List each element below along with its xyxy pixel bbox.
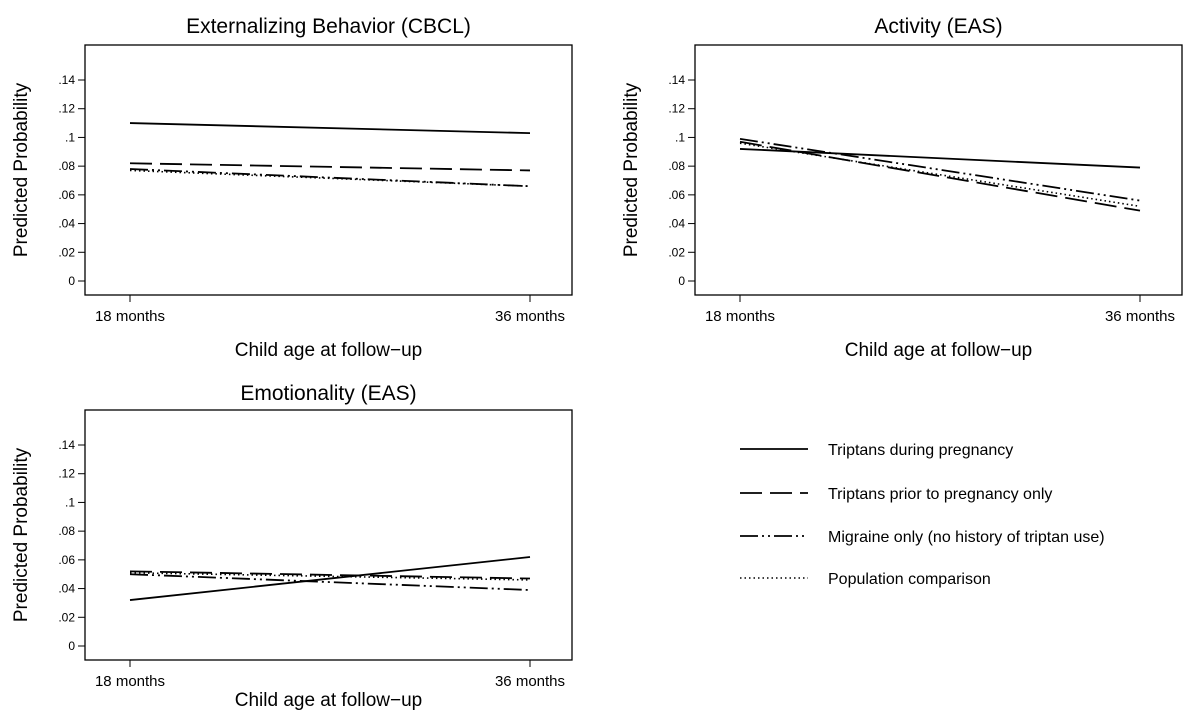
plot-frame <box>84 44 573 296</box>
x-axis-label: Child age at follow−up <box>235 340 423 361</box>
x-tick-label: 36 months <box>495 673 565 690</box>
y-tick-label: .14 <box>668 73 685 87</box>
y-tick-label: 0 <box>68 274 75 288</box>
y-axis-label: Predicted Probability <box>11 447 32 622</box>
series-line-1 <box>129 556 531 601</box>
legend-label: Triptans during pregnancy <box>828 442 1013 459</box>
y-tick-label: .1 <box>65 130 75 144</box>
x-tick-label: 18 months <box>705 308 775 325</box>
series-line-2 <box>129 570 531 580</box>
y-tick-label: .02 <box>58 610 75 624</box>
y-tick-label: .06 <box>58 188 75 202</box>
series-line-2 <box>129 162 531 172</box>
y-tick-label: .12 <box>668 102 685 116</box>
series-line-4 <box>129 169 531 188</box>
y-axis-label: Predicted Probability <box>11 82 32 257</box>
legend-label: Triptans prior to pregnancy only <box>828 486 1052 503</box>
series-line-2 <box>739 140 1141 212</box>
y-axis-label: Predicted Probability <box>621 82 642 257</box>
x-tick-label: 18 months <box>95 673 165 690</box>
series-line-1 <box>129 122 531 135</box>
chart-title: Emotionality (EAS) <box>240 382 416 405</box>
y-tick-label: 0 <box>68 639 75 653</box>
chart-panel-2: Activity (EAS) 0 .02 .04 .06 .08 .1 .12 .14 18 mo… <box>621 15 1183 361</box>
y-tick-label: .12 <box>58 467 75 481</box>
y-tick-label: .02 <box>668 245 685 259</box>
legend-label: Migraine only (no history of triptan use… <box>828 529 1105 546</box>
chart-panel-3: Emotionality (EAS) 0 .02 .04 .06 .08 .1 .12 .14 1… <box>11 382 573 711</box>
x-tick-label: 18 months <box>95 308 165 325</box>
y-tick-label: .14 <box>58 73 75 87</box>
y-tick-label: .08 <box>668 159 685 173</box>
y-tick-label: .1 <box>675 130 685 144</box>
y-tick-label: .06 <box>668 188 685 202</box>
y-tick-label: .04 <box>668 217 685 231</box>
series-line-3 <box>129 168 531 188</box>
legend: Triptans during pregnancy Triptans prior … <box>740 442 1105 588</box>
chart-panel-1: Externalizing Behavior (CBCL) 0 .02 .04 .06.… <box>11 15 573 361</box>
x-tick-label: 36 months <box>495 308 565 325</box>
y-tick-label: .04 <box>58 217 75 231</box>
x-axis-label: Child age at follow−up <box>235 690 423 711</box>
chart-title: Externalizing Behavior (CBCL) <box>186 15 471 38</box>
y-tick-label: .14 <box>58 438 75 452</box>
chart-title: Activity (EAS) <box>874 15 1002 38</box>
y-tick-label: .06 <box>58 553 75 567</box>
legend-label: Population comparison <box>828 571 991 588</box>
x-tick-label: 36 months <box>1105 308 1175 325</box>
series-line-1 <box>739 148 1141 169</box>
y-tick-label: .08 <box>58 524 75 538</box>
y-tick-label: .02 <box>58 245 75 259</box>
series-line-3 <box>739 137 1141 202</box>
y-tick-label: .12 <box>58 102 75 116</box>
y-tick-label: 0 <box>678 274 685 288</box>
y-tick-label: .1 <box>65 495 75 509</box>
y-tick-label: .08 <box>58 159 75 173</box>
series-line-4 <box>129 571 531 581</box>
plot-frame <box>84 409 573 661</box>
plot-frame <box>694 44 1183 296</box>
y-tick-label: .04 <box>58 582 75 596</box>
x-axis-label: Child age at follow−up <box>845 340 1033 361</box>
